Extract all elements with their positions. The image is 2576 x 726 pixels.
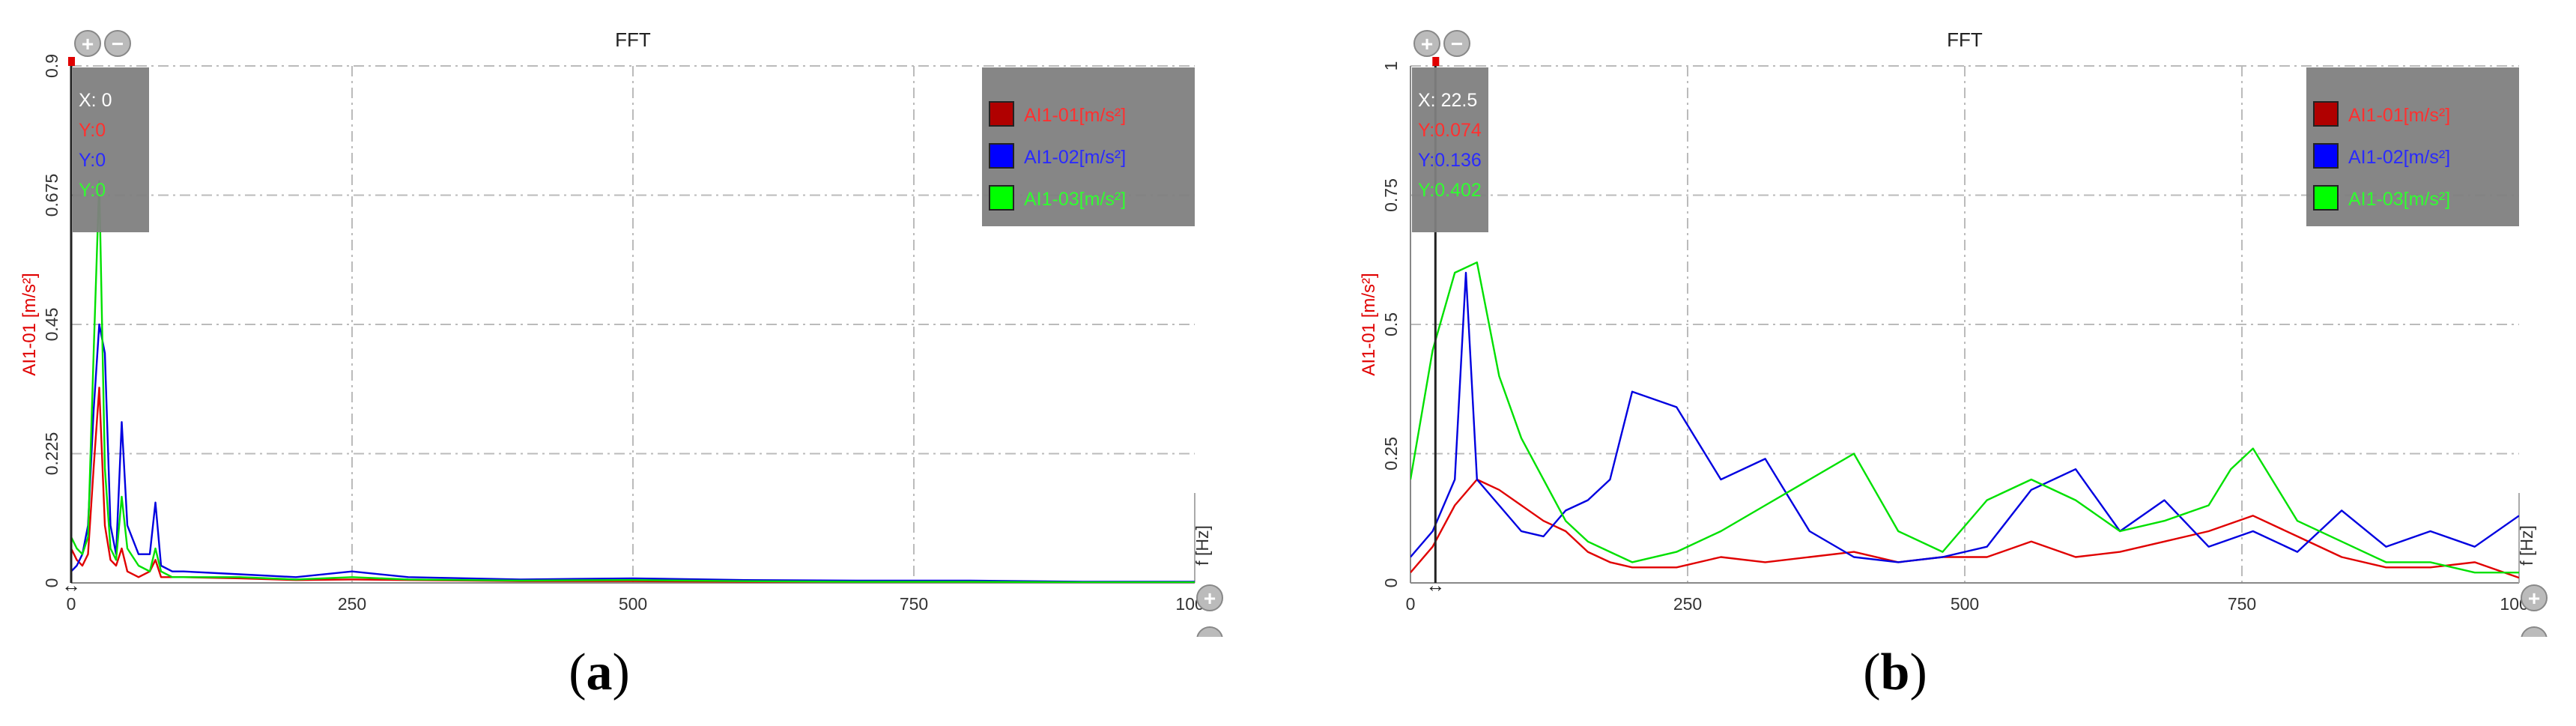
cursor-marker[interactable] bbox=[68, 57, 75, 66]
x-zoom-out-button[interactable] bbox=[1196, 626, 1223, 637]
x-tick-label: 750 bbox=[900, 594, 928, 614]
zoom-out-button-glyph: − bbox=[1451, 32, 1463, 55]
y-tick-label: 0.45 bbox=[42, 308, 61, 342]
legend-swatch-2[interactable] bbox=[2313, 143, 2339, 169]
legend-label-3: AI1-03[m/s²] bbox=[1024, 189, 1126, 210]
x-tick-label: 500 bbox=[1951, 594, 1979, 614]
x-tick-label: 250 bbox=[338, 594, 366, 614]
zoom-in-button[interactable] bbox=[1413, 30, 1440, 57]
legend-swatch-1[interactable] bbox=[2313, 101, 2339, 127]
legend-label-1: AI1-01[m/s²] bbox=[1024, 105, 1126, 126]
y-tick-label: 0.25 bbox=[1381, 437, 1401, 471]
zoom-out-button[interactable] bbox=[1443, 30, 1470, 57]
legend-box bbox=[982, 67, 1195, 226]
x-axis-label: f [Hz] bbox=[1192, 525, 1212, 566]
legend-label-2: AI1-02[m/s²] bbox=[1024, 147, 1126, 168]
y-tick-label: 0.9 bbox=[42, 54, 61, 78]
series-line-2 bbox=[71, 323, 1195, 583]
y-tick-label: 1 bbox=[1381, 61, 1401, 71]
zoom-out-button-glyph: − bbox=[112, 32, 124, 55]
cursor-readout-box bbox=[1412, 67, 1488, 232]
cursor-marker[interactable] bbox=[1432, 57, 1440, 66]
cursor-drag-handle[interactable]: ↔ bbox=[61, 574, 81, 596]
chart-title: FFT bbox=[1947, 28, 1983, 51]
cursor-drag-handle[interactable]: ↔ bbox=[1425, 574, 1445, 596]
caption-b: (b) bbox=[1863, 644, 1927, 701]
caption-a: (a) bbox=[569, 644, 630, 701]
x-tick-label: 0 bbox=[67, 594, 76, 614]
x-zoom-in-button[interactable] bbox=[2521, 584, 2548, 611]
y-tick-label: 0 bbox=[42, 578, 61, 588]
x-tick-label: 250 bbox=[1673, 594, 1702, 614]
y-tick-label: 0.75 bbox=[1381, 178, 1401, 212]
fft-panel-a: FFT + −0 0.225 0.45 0.675 0.9 0 250 500 750 1000 AI1… bbox=[19, 28, 1223, 701]
legend-swatch-3[interactable] bbox=[2313, 185, 2339, 211]
y-tick-label: 0.225 bbox=[42, 432, 61, 476]
x-tick-label: 0 bbox=[1406, 594, 1416, 614]
fft-panel-b: FFT + −0 0.25 0.5 0.75 1 0 250 500 750 1000 AI1-01 [… bbox=[1288, 0, 2576, 726]
cursor-readout-box bbox=[73, 67, 149, 232]
zoom-in-button-glyph: + bbox=[82, 32, 94, 55]
y-axis-label: AI1-01 [m/s²] bbox=[19, 273, 40, 375]
series-line-3 bbox=[1410, 261, 2519, 574]
x-zoom-in-button-glyph: + bbox=[1204, 587, 1216, 610]
cursor-readout-x: X: 22.5 bbox=[1418, 90, 1477, 111]
cursor-readout-y2: Y:0 bbox=[79, 150, 106, 171]
legend-swatch-1[interactable] bbox=[989, 101, 1014, 127]
x-tick-label: 500 bbox=[619, 594, 647, 614]
cursor-readout-y1: Y:0.074 bbox=[1418, 120, 1482, 141]
cursor-readout-y1: Y:0 bbox=[79, 120, 106, 141]
chart-title: FFT bbox=[615, 28, 651, 51]
y-tick-label: 0.675 bbox=[42, 174, 61, 217]
y-tick-label: 0 bbox=[1381, 578, 1401, 588]
zoom-in-button[interactable] bbox=[74, 30, 101, 57]
x-axis-label: f [Hz] bbox=[2517, 525, 2536, 566]
series-line-3 bbox=[71, 180, 1195, 583]
x-zoom-in-button[interactable] bbox=[1196, 584, 1223, 611]
cursor-readout-y2: Y:0.136 bbox=[1418, 150, 1482, 171]
legend-label-2: AI1-02[m/s²] bbox=[2348, 147, 2450, 168]
legend-swatch-3[interactable] bbox=[989, 185, 1014, 211]
legend-swatch-2[interactable] bbox=[989, 143, 1014, 169]
legend-label-1: AI1-01[m/s²] bbox=[2348, 105, 2450, 126]
x-zoom-out-button[interactable] bbox=[2521, 626, 2548, 637]
legend-label-3: AI1-03[m/s²] bbox=[2348, 189, 2450, 210]
x-zoom-out-button-glyph: − bbox=[2528, 629, 2540, 637]
y-axis-label: AI1-01 [m/s²] bbox=[1359, 273, 1379, 375]
series-line-1 bbox=[1410, 478, 2519, 579]
y-tick-label: 0.5 bbox=[1381, 312, 1401, 336]
zoom-out-button[interactable] bbox=[104, 30, 131, 57]
zoom-in-button-glyph: + bbox=[1421, 32, 1433, 55]
x-tick-label: 750 bbox=[2228, 594, 2256, 614]
cursor-readout-x: X: 0 bbox=[79, 90, 112, 111]
cursor-readout-y3: Y:0 bbox=[79, 180, 106, 201]
cursor-readout-y3: Y:0.402 bbox=[1418, 180, 1482, 201]
series-line-2 bbox=[1410, 271, 2519, 563]
x-zoom-in-button-glyph: + bbox=[2528, 587, 2540, 610]
x-zoom-out-button-glyph: − bbox=[1204, 629, 1216, 637]
legend-box bbox=[2306, 67, 2519, 226]
